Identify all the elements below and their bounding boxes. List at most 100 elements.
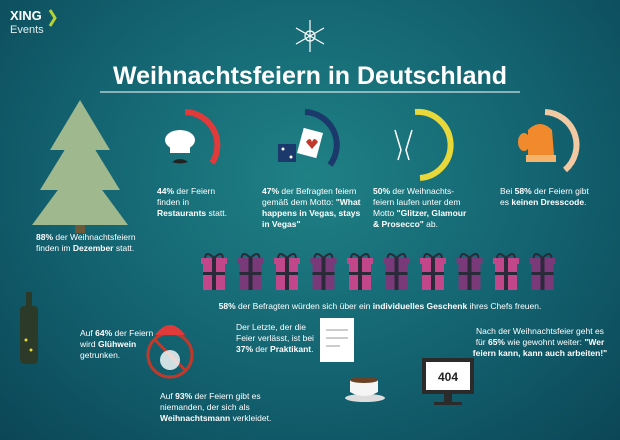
gift-row (201, 253, 556, 290)
fact-text: der Feiern finden in (157, 186, 216, 207)
gift (420, 253, 446, 290)
fact-bold: 64% (95, 328, 113, 338)
gift (456, 253, 483, 290)
fact: Auf 64% der Feiern wird Glühwein getrunk… (80, 328, 160, 361)
gift (237, 253, 264, 290)
xing-logo (48, 9, 57, 27)
fact-bold: Restaurants (157, 208, 207, 218)
fact-text: ihres Chefs freuen. (467, 301, 542, 311)
fact: Auf 93% der Feiern gibt es niemanden, de… (160, 391, 285, 424)
fact-bold: "Wer feiern kann, kann auch arbeiten!" (472, 337, 608, 358)
fact-bold: 44% (157, 186, 175, 196)
gift-part (313, 253, 334, 259)
fact-text: Auf (80, 328, 96, 338)
gift-part (531, 272, 554, 275)
fact-bold: 58% (218, 301, 236, 311)
coffee-icon (345, 377, 385, 402)
fact: Bei 58% der Feiern gibt es keinen Dressc… (500, 186, 590, 208)
fact-text: ab. (423, 219, 438, 229)
screen-text: 404 (438, 370, 458, 384)
gift-part (422, 272, 444, 275)
fact-text: der Weihnachts-feiern laufen unter dem M… (373, 186, 461, 218)
fact-text: Auf (160, 391, 176, 401)
fact-bold: Dezember (72, 243, 114, 253)
fact-bold: 47% (262, 186, 280, 196)
gift-part (276, 272, 298, 275)
fact-text: Bei (500, 186, 515, 196)
gift-part (495, 272, 517, 275)
gift-part (277, 253, 297, 259)
gift-part (496, 253, 516, 259)
fact-bold: 65% (487, 337, 505, 347)
gift (201, 253, 227, 290)
gift-part (386, 253, 407, 259)
fact-bold: Glühwein (97, 339, 137, 349)
title: Weihnachtsfeiern in Deutschland (112, 62, 508, 90)
gift-part (532, 253, 553, 259)
gift-part (458, 272, 481, 275)
santa-icon (146, 325, 194, 379)
gift-part (385, 272, 408, 275)
fact-text: verkleidet. (230, 413, 272, 423)
gift (383, 253, 410, 290)
fact-bold: 50% (373, 186, 391, 196)
fact-text: statt. (113, 243, 135, 253)
snowflake (295, 20, 325, 52)
gift-part (350, 253, 370, 259)
fact-text: Nach der Weihnachtsfeier geht es für (475, 326, 604, 347)
gift-part (349, 272, 371, 275)
gift-part (459, 253, 480, 259)
monitor-icon: 404 (422, 358, 474, 405)
chef-icon (165, 109, 221, 165)
gift (274, 253, 300, 290)
fact: 50% der Weihnachts-feiern laufen unter d… (373, 186, 473, 230)
gift-part (239, 272, 262, 275)
fact-text: statt. (206, 208, 227, 218)
fact-text: . (311, 344, 314, 354)
fact-text: getrunken. (80, 350, 121, 360)
gift-part (312, 272, 335, 275)
fact-text: der Befragten würden sich über ein (235, 301, 373, 311)
fact-bold: Praktikant (270, 344, 312, 354)
fact-bold: 93% (175, 391, 193, 401)
gift-part (240, 253, 261, 259)
fact-text: der Feiern gibt es niemanden, der sich a… (160, 391, 261, 412)
fact: 47% der Befragten feiern gemäß dem Motto… (262, 186, 362, 230)
fact-text: der (253, 344, 271, 354)
gift-part (204, 253, 224, 259)
fact-text: Der Letzte, der die Feier verlässt, ist … (236, 322, 314, 343)
bottle-icon (20, 292, 38, 364)
fact-bold: 58% (514, 186, 532, 196)
paper-icon (320, 318, 354, 362)
fact-bold: Weihnachtsmann (160, 413, 231, 423)
mitten-icon (518, 109, 580, 173)
fact: Nach der Weihnachtsfeier geht es für 65%… (470, 326, 610, 359)
fact: Der Letzte, der die Feier verlässt, ist … (236, 322, 316, 355)
fact-text: der Befragten feiern gemäß dem Motto: (262, 186, 357, 207)
gift (529, 253, 556, 290)
gift (493, 253, 519, 290)
champagne-icon (394, 108, 454, 181)
gift-part (423, 253, 443, 259)
fact-bold: 37% (236, 344, 254, 354)
gift (347, 253, 373, 290)
gift (310, 253, 337, 290)
fact-text: der Feiern wird (80, 328, 154, 349)
fact: 58% der Befragten würden sich über ein i… (190, 301, 570, 312)
fact-text: der Weihnachtsfeiern finden im (36, 232, 136, 253)
brand-sub: Events (10, 24, 44, 36)
fact-bold: "Glitzer, Glamour & Prosecco" (373, 208, 467, 229)
gift-part (203, 272, 225, 275)
fact-bold: 88% (36, 232, 54, 242)
fact: 44% der Feiern finden in Restaurants sta… (157, 186, 237, 219)
fact-text: wie gewohnt weiter: (504, 337, 585, 347)
brand-name: XING (10, 8, 42, 23)
fact-bold: individuelles Geschenk (372, 301, 468, 311)
fact-bold: "What happens in Vegas, stays in Vegas" (262, 197, 361, 229)
tree (32, 100, 128, 233)
dice-icon (278, 109, 340, 167)
fact-bold: keinen Dresscode (511, 197, 585, 207)
fact: 88% der Weihnachtsfeiern finden im Dezem… (36, 232, 146, 254)
